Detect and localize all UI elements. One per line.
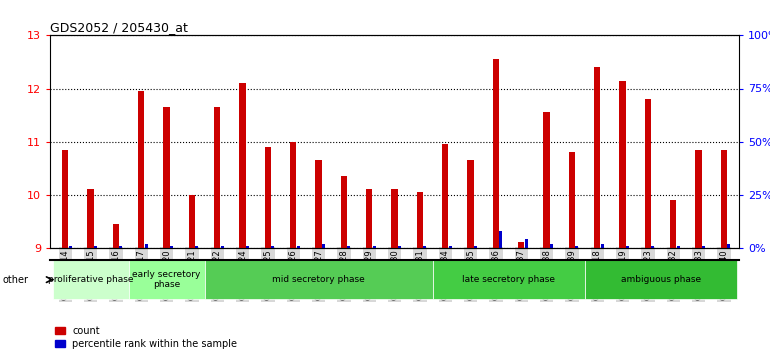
Legend: count, percentile rank within the sample: count, percentile rank within the sample [55, 326, 237, 349]
Bar [626, 246, 629, 248]
Bar [442, 144, 448, 248]
Bar [322, 244, 325, 248]
Bar [205, 260, 433, 299]
Bar [644, 99, 651, 248]
Bar [569, 152, 575, 248]
Bar [366, 189, 373, 248]
Bar [221, 246, 224, 248]
Bar [677, 246, 680, 248]
Bar [728, 244, 731, 248]
Bar [271, 246, 274, 248]
Bar [129, 260, 205, 299]
Text: other: other [2, 275, 28, 285]
Bar [373, 246, 376, 248]
Bar [94, 246, 97, 248]
Bar [316, 160, 322, 248]
Bar [493, 59, 499, 248]
Bar [601, 244, 604, 248]
Bar [695, 150, 701, 248]
Bar [721, 150, 727, 248]
Bar [449, 246, 452, 248]
Bar [138, 91, 145, 248]
Bar [170, 246, 173, 248]
Bar [145, 244, 148, 248]
Bar [398, 246, 401, 248]
Bar [214, 107, 220, 248]
Bar [119, 246, 122, 248]
Bar [189, 195, 195, 248]
Bar [474, 246, 477, 248]
Text: ambiguous phase: ambiguous phase [621, 275, 701, 284]
Bar [594, 67, 601, 248]
Text: early secretory
phase: early secretory phase [132, 270, 201, 289]
Bar [296, 246, 300, 248]
Bar [290, 142, 296, 248]
Bar [69, 246, 72, 248]
Bar [550, 244, 553, 248]
Bar [239, 83, 246, 248]
Bar [524, 239, 527, 248]
Bar [391, 189, 398, 248]
Bar [544, 113, 550, 248]
Bar [52, 260, 129, 299]
Bar [196, 246, 199, 248]
Bar [467, 160, 474, 248]
Bar [341, 176, 347, 248]
Bar [424, 246, 427, 248]
Bar [163, 107, 169, 248]
Bar [112, 224, 119, 248]
Bar [702, 246, 705, 248]
Text: mid secretory phase: mid secretory phase [273, 275, 365, 284]
Bar [347, 246, 350, 248]
Bar [62, 150, 69, 248]
Bar [246, 246, 249, 248]
Text: late secretory phase: late secretory phase [462, 275, 555, 284]
Bar [518, 242, 524, 248]
Bar [265, 147, 271, 248]
Bar [651, 246, 654, 248]
Bar [584, 260, 737, 299]
Bar [433, 260, 584, 299]
Bar [88, 189, 94, 248]
Bar [417, 192, 424, 248]
Text: proliferative phase: proliferative phase [48, 275, 133, 284]
Bar [670, 200, 677, 248]
Bar [500, 231, 503, 248]
Bar [575, 246, 578, 248]
Bar [620, 80, 626, 248]
Text: GDS2052 / 205430_at: GDS2052 / 205430_at [50, 21, 188, 34]
